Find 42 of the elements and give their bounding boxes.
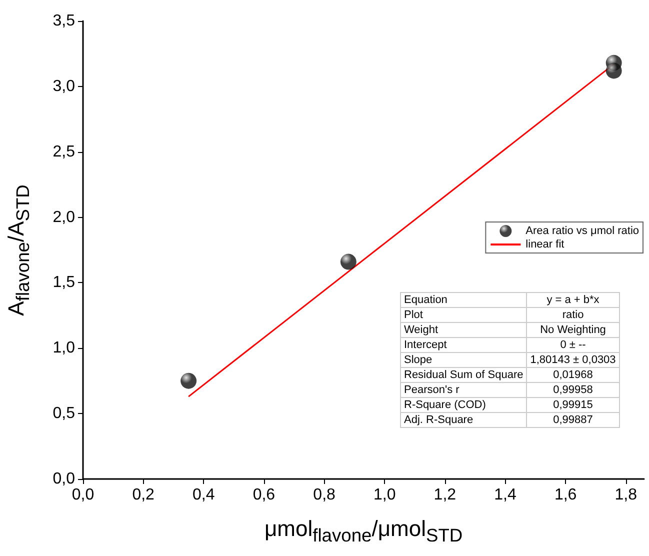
x-tick-label: 0,4 xyxy=(192,486,215,504)
x-tick-label: 1,8 xyxy=(614,486,638,504)
annotation: Plot xyxy=(400,308,527,322)
annotation: R-Square (COD) xyxy=(400,398,527,412)
x-tick-label: 1,4 xyxy=(494,486,516,504)
x-tick-label: 1,2 xyxy=(434,486,456,504)
y-tick-label: 1,0 xyxy=(52,340,76,357)
annotation: Adj. R-Square xyxy=(400,412,527,428)
x-tick-label: 1,6 xyxy=(554,486,577,504)
legend-label: Area ratio vs μmol ratio xyxy=(526,225,640,237)
annotation: Equation xyxy=(400,292,527,308)
y-tick-label: 0,0 xyxy=(52,470,76,488)
point xyxy=(180,372,197,389)
annotation: 0,99915 xyxy=(526,398,620,412)
annotation: 0,99958 xyxy=(526,382,620,398)
annotation: No Weighting xyxy=(526,322,620,338)
y-tick-label: 3,5 xyxy=(52,12,76,30)
y-tick-label: 0,5 xyxy=(52,405,76,422)
annotation: 0 ± -- xyxy=(526,338,620,352)
y-tick-label: 2,0 xyxy=(52,208,76,226)
x-tick-label: 0,6 xyxy=(252,486,276,504)
x-tick-label: 0,8 xyxy=(313,486,336,504)
y-tick-label: 3,0 xyxy=(52,78,76,95)
annotation: Slope xyxy=(400,352,527,368)
legend-label: linear fit xyxy=(526,238,564,250)
x-axis-title: μmol$_{flavone}$/μmol$_{STD}$ xyxy=(264,516,463,546)
y-tick-label: 1,5 xyxy=(52,274,76,292)
annotation: Pearson's r xyxy=(400,382,527,398)
point xyxy=(606,62,622,79)
annotation: 0,99887 xyxy=(526,412,620,428)
x-tick-label: 1,0 xyxy=(373,486,396,504)
x-tick-label: 0,0 xyxy=(72,486,94,504)
annotation: Intercept xyxy=(400,338,527,352)
x-tick-label: 0,2 xyxy=(132,486,155,504)
annotation: y = a + b*x xyxy=(526,292,620,308)
point xyxy=(340,254,356,270)
annotation: 0,01968 xyxy=(526,368,620,382)
annotation: 1,80143 ± 0,0303 xyxy=(526,352,620,368)
annotation: Residual Sum of Square xyxy=(400,368,527,382)
annotation: ratio xyxy=(526,308,620,322)
y-tick-label: 2,5 xyxy=(52,143,76,160)
annotation: Weight xyxy=(400,322,527,338)
